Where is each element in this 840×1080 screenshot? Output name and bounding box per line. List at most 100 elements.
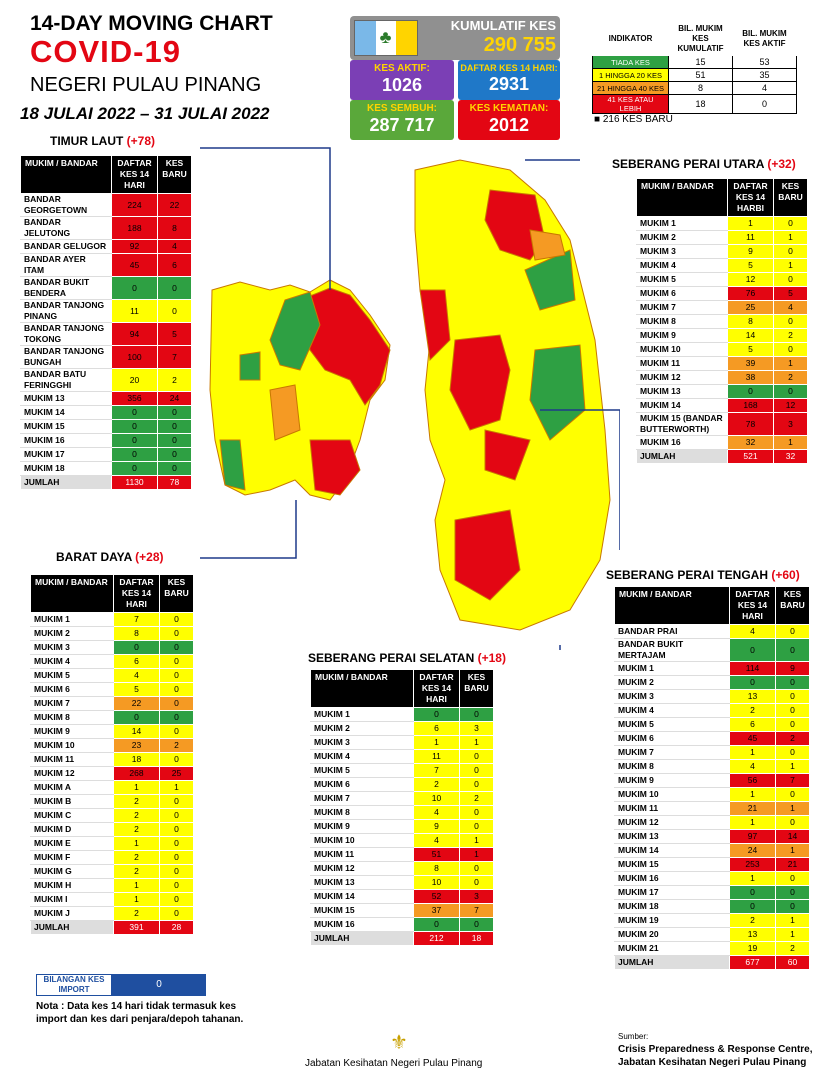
row-baru: 4 <box>157 239 192 254</box>
table-row: BANDAR GEORGETOWN 224 22 <box>20 193 192 217</box>
row-label: MUKIM 7 <box>614 745 730 760</box>
indicator-header: BIL. MUKIM KES KUMULATIF <box>668 22 733 56</box>
row-baru: 2 <box>459 791 494 806</box>
row-label: MUKIM 4 <box>614 703 730 718</box>
row-baru: 0 <box>775 638 810 662</box>
row-daftar: 13 <box>729 689 776 704</box>
col-header-baru: KES BARU <box>157 155 192 194</box>
import-label: BILANGAN KES IMPORT <box>36 974 112 996</box>
row-daftar: 224 <box>111 193 158 217</box>
row-daftar: 6 <box>113 654 160 669</box>
row-daftar: 5 <box>727 258 774 273</box>
row-baru: 0 <box>773 342 808 357</box>
table-row: BANDAR JELUTONG 188 8 <box>20 216 192 240</box>
row-daftar: 0 <box>413 917 460 932</box>
row-baru: 0 <box>775 703 810 718</box>
row-baru: 0 <box>459 917 494 932</box>
row-baru: 1 <box>775 843 810 858</box>
row-baru: 0 <box>159 822 194 837</box>
row-baru: 22 <box>157 193 192 217</box>
row-label: MUKIM 3 <box>636 244 728 259</box>
section-title-spu: SEBERANG PERAI UTARA (+32) <box>612 157 796 171</box>
row-baru: 0 <box>775 885 810 900</box>
table-total-row: JUMLAH 677 60 <box>614 955 810 970</box>
row-baru: 0 <box>159 906 194 921</box>
row-label: MUKIM 2 <box>30 626 114 641</box>
row-label: MUKIM J <box>30 906 114 921</box>
row-baru: 0 <box>157 405 192 420</box>
row-baru: 2 <box>775 731 810 746</box>
table-row: MUKIM 11 51 1 <box>310 847 494 862</box>
row-daftar: 8 <box>113 626 160 641</box>
row-daftar: 4 <box>113 668 160 683</box>
section-plus: (+18) <box>477 651 506 665</box>
row-label: MUKIM C <box>30 808 114 823</box>
row-label: MUKIM G <box>30 864 114 879</box>
row-label: MUKIM 10 <box>636 342 728 357</box>
section-name: BARAT DAYA <box>56 550 132 564</box>
table-row: MUKIM 12 1 0 <box>614 815 810 830</box>
row-label: MUKIM 8 <box>310 805 414 820</box>
row-baru: 0 <box>775 787 810 802</box>
row-daftar: 2 <box>729 703 776 718</box>
row-daftar: 2 <box>413 777 460 792</box>
row-baru: 1 <box>773 356 808 371</box>
row-baru: 0 <box>775 624 810 639</box>
table-row: MUKIM 3 13 0 <box>614 689 810 704</box>
row-baru: 0 <box>773 272 808 287</box>
row-label: MUKIM 4 <box>30 654 114 669</box>
table-row: MUKIM 21 19 2 <box>614 941 810 956</box>
row-label: BANDAR TANJONG PINANG <box>20 299 112 323</box>
indicator-row: 21 HINGGA 40 KES 8 4 <box>592 81 797 95</box>
row-daftar: 1 <box>727 216 774 231</box>
table-row: MUKIM 6 45 2 <box>614 731 810 746</box>
row-baru: 1 <box>773 230 808 245</box>
col-header-baru: KES BARU <box>773 178 808 217</box>
row-baru: 1 <box>775 927 810 942</box>
table-row: MUKIM 15 (BANDAR BUTTERWORTH) 78 3 <box>636 412 808 436</box>
row-baru: 0 <box>159 724 194 739</box>
row-label: BANDAR TANJONG TOKONG <box>20 322 112 346</box>
table-row: MUKIM 15 37 7 <box>310 903 494 918</box>
malaysia-crest-icon: ⚜ <box>390 1032 408 1054</box>
table-row: MUKIM 10 5 0 <box>636 342 808 357</box>
table-row: MUKIM 1 114 9 <box>614 661 810 676</box>
table-row: MUKIM 9 14 0 <box>30 724 194 739</box>
row-daftar: 0 <box>729 638 776 662</box>
row-daftar: 18 <box>113 752 160 767</box>
col-header-mukim: MUKIM / BANDAR <box>310 669 414 708</box>
total-label: JUMLAH <box>310 931 414 946</box>
col-header-mukim: MUKIM / BANDAR <box>20 155 112 194</box>
source-line: Sumber: <box>618 1032 649 1041</box>
row-baru: 1 <box>459 833 494 848</box>
row-daftar: 5 <box>113 682 160 697</box>
row-daftar: 56 <box>729 773 776 788</box>
row-daftar: 0 <box>413 707 460 722</box>
row-daftar: 2 <box>113 906 160 921</box>
section-title-sps: SEBERANG PERAI SELATAN (+18) <box>308 651 506 665</box>
row-baru: 0 <box>159 626 194 641</box>
row-label: MUKIM 5 <box>614 717 730 732</box>
table-row: MUKIM 14 24 1 <box>614 843 810 858</box>
row-daftar: 4 <box>729 759 776 774</box>
indicator-header: BIL. MUKIM KES AKTIF <box>732 22 797 56</box>
row-label: BANDAR JELUTONG <box>20 216 112 240</box>
indicator-row: 1 HINGGA 20 KES 51 35 <box>592 68 797 82</box>
row-label: MUKIM 18 <box>614 899 730 914</box>
row-baru: 0 <box>775 815 810 830</box>
row-label: MUKIM 8 <box>636 314 728 329</box>
row-daftar: 0 <box>727 384 774 399</box>
row-daftar: 0 <box>729 899 776 914</box>
row-label: MUKIM 13 <box>614 829 730 844</box>
table-row: MUKIM 11 21 1 <box>614 801 810 816</box>
col-header-mukim: MUKIM / BANDAR <box>30 574 114 613</box>
table-row: MUKIM 10 1 0 <box>614 787 810 802</box>
